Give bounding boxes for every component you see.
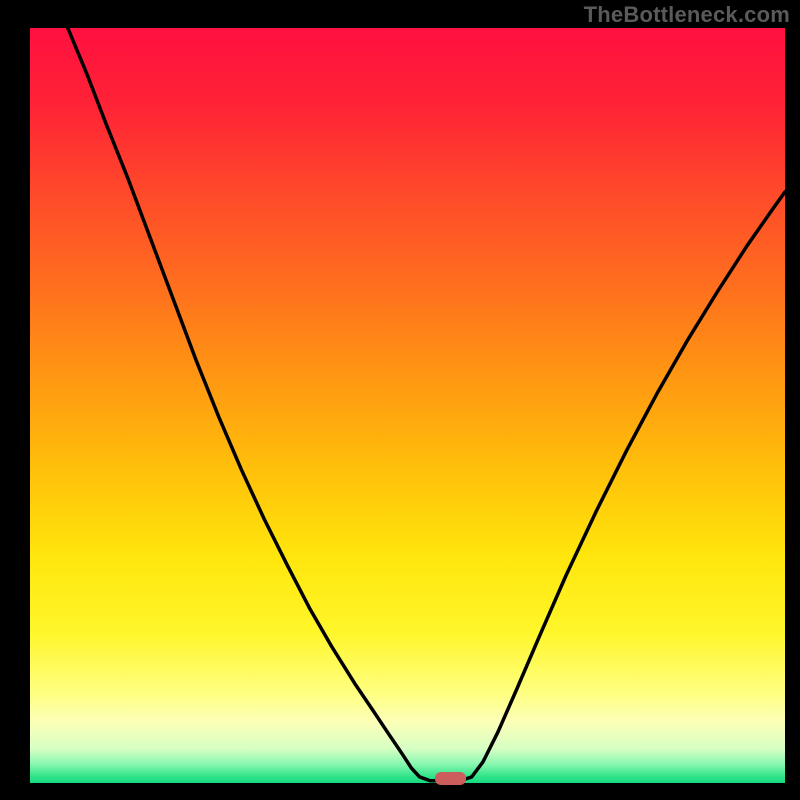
watermark-text: TheBottleneck.com [584, 2, 790, 28]
chart-canvas: TheBottleneck.com [0, 0, 800, 800]
minimum-marker [435, 772, 465, 784]
bottleneck-curve [30, 28, 785, 783]
plot-area [30, 28, 785, 783]
